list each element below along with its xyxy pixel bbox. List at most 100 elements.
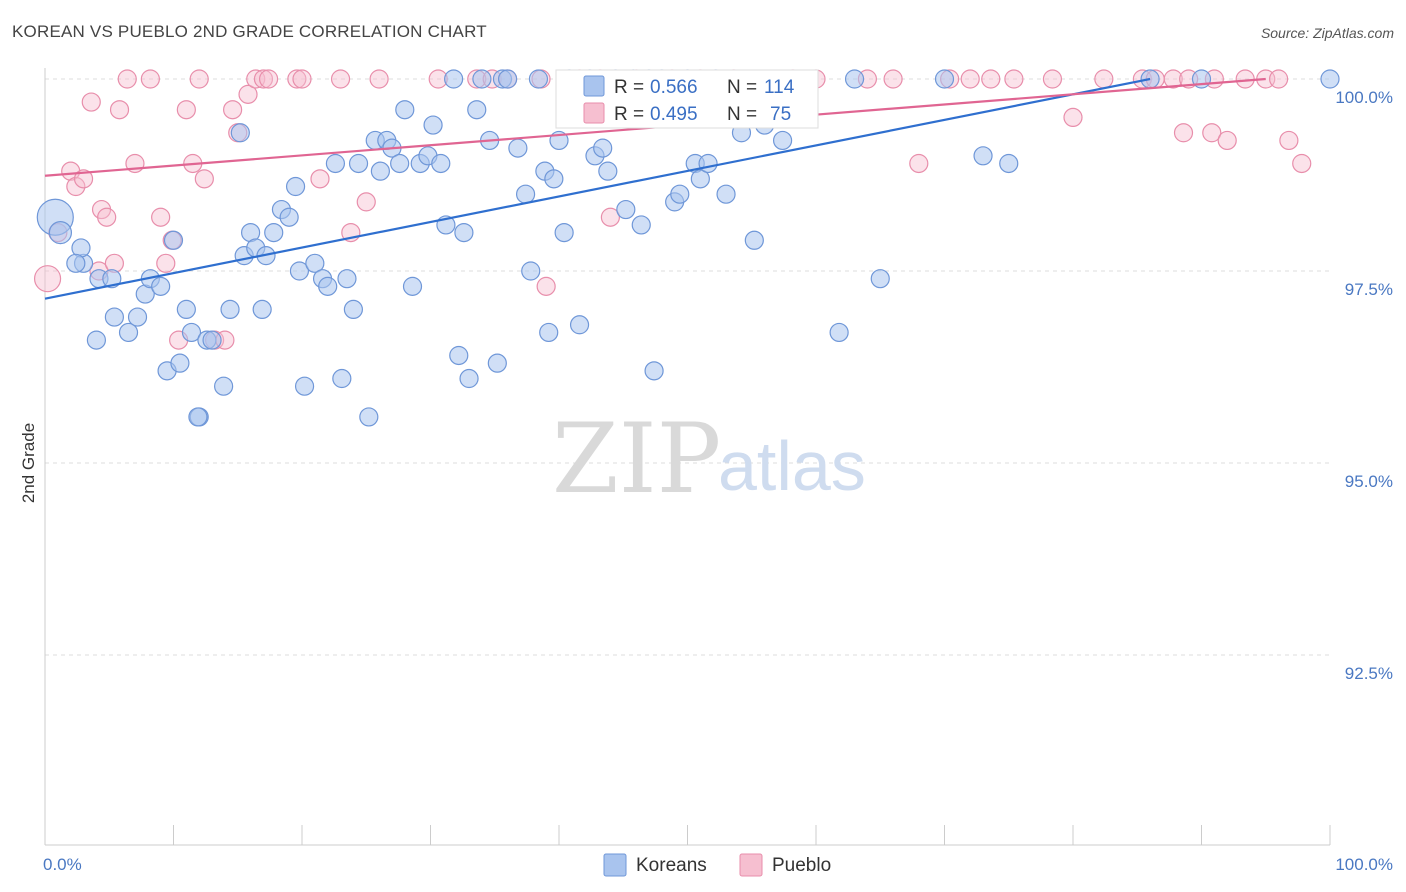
pueblo-point	[66, 176, 86, 197]
korean-point	[48, 221, 73, 245]
pueblo-point	[600, 207, 621, 227]
korean-point	[264, 223, 284, 243]
korean-point	[214, 376, 234, 396]
korean-point	[472, 69, 492, 89]
pueblo-point	[1063, 107, 1083, 128]
korean-point	[337, 269, 357, 289]
chart-title: KOREAN VS PUEBLO 2ND GRADE CORRELATION C…	[12, 22, 487, 41]
korean-point	[118, 322, 139, 343]
korean-point	[616, 199, 636, 220]
korean-point	[318, 276, 338, 296]
watermark-atlas: atlas	[718, 427, 866, 505]
pueblo-point	[330, 69, 351, 89]
korean-point	[305, 253, 325, 273]
y-tick-label: 92.5%	[1345, 664, 1393, 683]
pueblo-point	[140, 69, 160, 89]
korean-point	[332, 368, 352, 389]
pueblo-point	[97, 207, 117, 227]
korean-point	[670, 184, 690, 204]
pueblo-point	[1094, 69, 1114, 89]
legend-koreans-n-label: N =	[727, 77, 757, 98]
pueblo-point	[310, 169, 330, 189]
korean-point	[402, 276, 423, 296]
korean-point	[467, 100, 487, 120]
korean-point	[395, 100, 415, 120]
korean-point	[772, 130, 793, 151]
pueblo-point	[1004, 69, 1024, 89]
korean-point	[390, 153, 410, 174]
korean-point	[188, 407, 208, 427]
pueblo-point	[369, 69, 389, 89]
korean-point	[151, 276, 171, 296]
source-label: Source: ZipAtlas.com	[1260, 25, 1394, 41]
korean-point	[343, 299, 363, 319]
korean-point	[252, 299, 272, 319]
legend-koreans-r-label: R =	[614, 77, 644, 98]
pueblo-point	[960, 69, 980, 89]
korean-point	[431, 153, 451, 174]
legend-pueblo-n-label: N =	[727, 104, 757, 125]
axes	[44, 68, 1331, 846]
pueblo-point	[1235, 69, 1255, 89]
korean-point	[698, 153, 718, 174]
pueblo-point	[356, 192, 376, 212]
tick-labels: 100.0% 97.5% 95.0% 92.5% 0.0% 100.0%	[43, 88, 1393, 874]
korean-point	[348, 153, 369, 174]
pueblo-point	[1173, 123, 1194, 143]
korean-point	[870, 269, 890, 289]
pueblo-point	[258, 69, 279, 89]
legend-pueblo-n-value: 75	[770, 104, 791, 125]
y-tick-label: 100.0%	[1335, 88, 1393, 107]
legend-pueblo-swatch	[583, 102, 605, 124]
pueblo-point	[223, 100, 243, 120]
korean-point	[163, 230, 184, 250]
korean-point	[66, 253, 86, 273]
korean-point	[716, 184, 736, 204]
korean-point	[1320, 69, 1340, 89]
korean-point	[973, 146, 993, 166]
korean-point	[294, 376, 315, 396]
korean-point	[598, 161, 618, 181]
korean-point	[934, 69, 955, 89]
pueblo-point	[117, 69, 137, 89]
pueblo-point	[1279, 130, 1299, 151]
pueblo-point	[81, 92, 101, 112]
pueblo-point	[1268, 69, 1289, 89]
pueblo-point	[33, 265, 62, 293]
pueblo-point	[536, 276, 556, 296]
legend-koreans-swatch	[583, 75, 605, 97]
korean-point	[359, 407, 379, 427]
korean-point	[539, 322, 559, 343]
bottom-legend-pueblo-swatch	[739, 853, 763, 877]
korean-point	[176, 299, 196, 319]
correlation-legend: R = 0.566 N = 114 R = 0.495 N = 75	[555, 69, 819, 129]
pueblo-point	[883, 69, 903, 89]
legend-koreans-n-value: 114	[764, 77, 795, 98]
pueblo-point	[1292, 153, 1312, 174]
koreans-trend-line	[44, 77, 1151, 300]
korean-point	[829, 322, 849, 343]
pueblo-point	[109, 100, 130, 120]
pueblo-point	[238, 84, 258, 104]
pueblo-point	[292, 69, 312, 89]
pueblo-point	[287, 69, 307, 89]
korean-point	[487, 353, 507, 373]
korean-point	[285, 176, 306, 197]
x-tick-label: 0.0%	[43, 855, 82, 874]
korean-point	[370, 161, 390, 181]
pueblo-point	[1163, 69, 1183, 89]
y-axis-title: 2nd Grade	[19, 423, 38, 503]
series-legend: Koreans Pueblo	[603, 853, 831, 877]
korean-point	[554, 223, 574, 243]
pueblo-point	[253, 69, 274, 89]
y-tick-label: 95.0%	[1345, 472, 1393, 491]
korean-point	[508, 138, 528, 158]
x-tick-label: 100.0%	[1335, 855, 1393, 874]
pueblo-point	[156, 253, 176, 273]
pueblo-point	[1202, 123, 1222, 143]
bottom-legend-koreans-label: Koreans	[636, 855, 707, 876]
korean-point	[181, 322, 202, 343]
pueblo-point	[909, 153, 929, 174]
korean-point	[569, 315, 590, 335]
